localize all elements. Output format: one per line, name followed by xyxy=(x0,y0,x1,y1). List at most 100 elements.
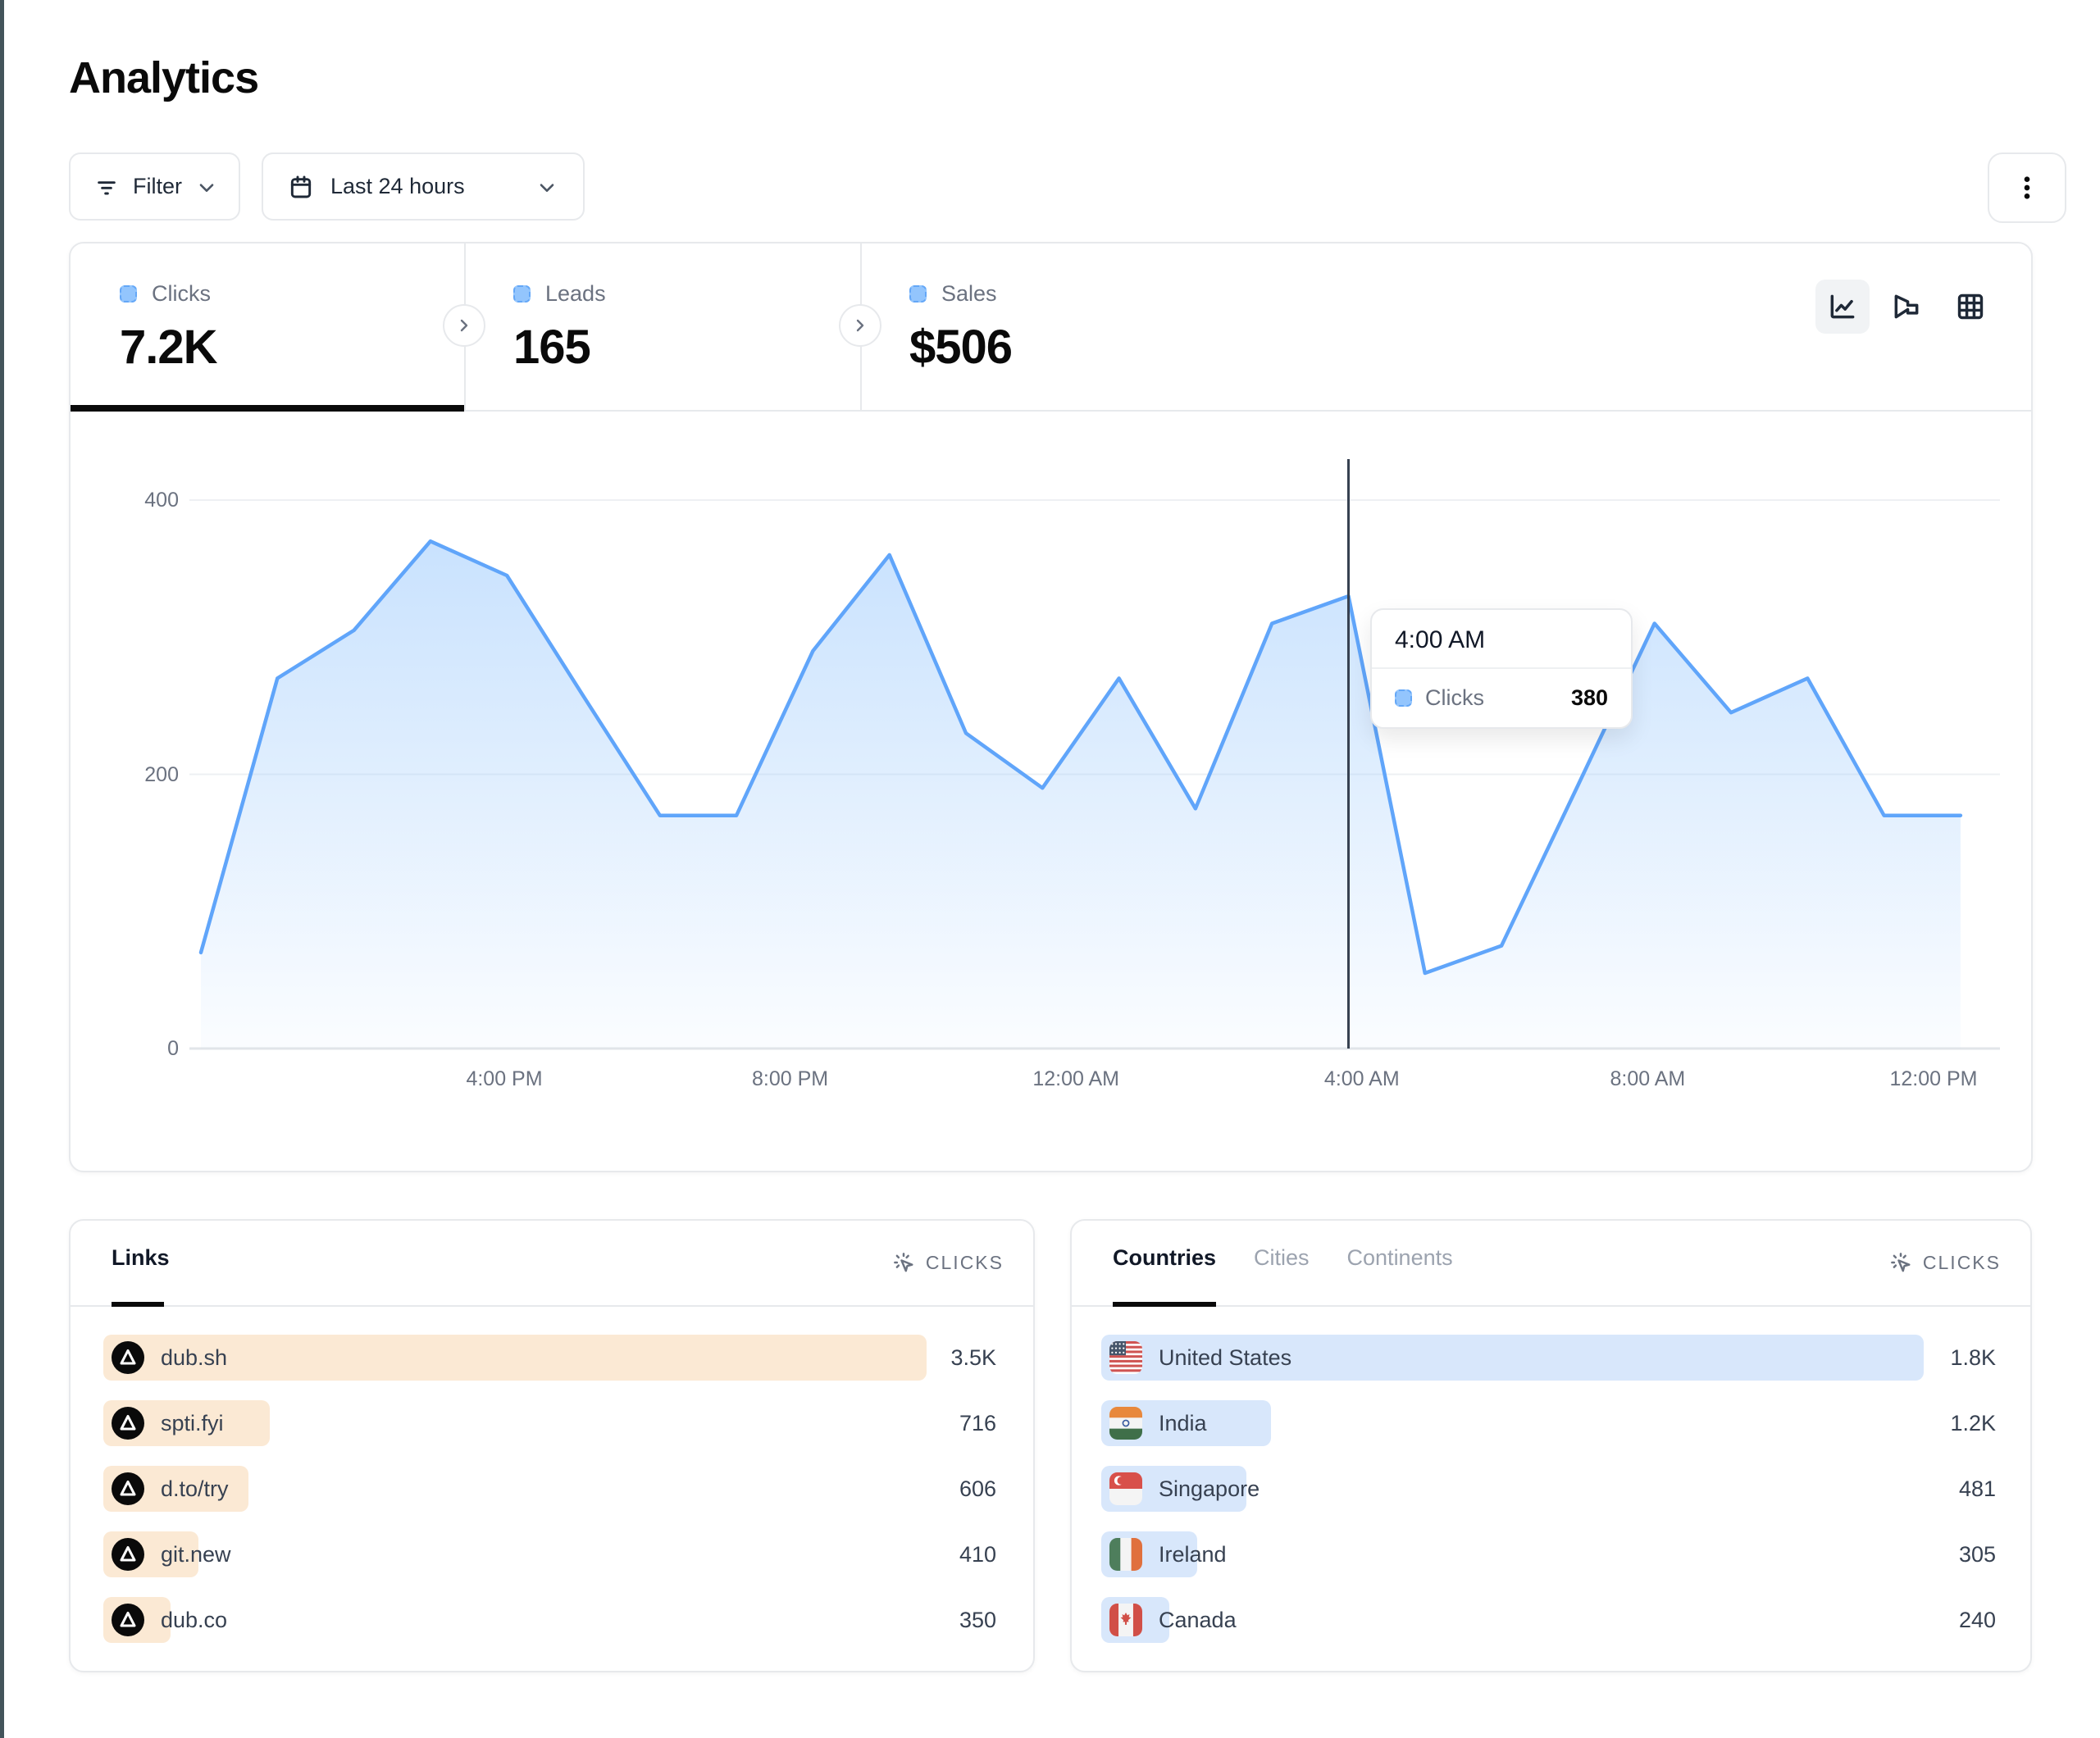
tab-countries[interactable]: Countries xyxy=(1113,1245,1217,1270)
clicks-chart[interactable] xyxy=(134,444,2011,1051)
x-axis-tick: 8:00 AM xyxy=(1610,1067,1686,1090)
date-range-label: Last 24 hours xyxy=(330,174,465,198)
more-options-button[interactable] xyxy=(1988,152,2066,223)
row-label: Ireland xyxy=(1159,1541,1227,1567)
link-row[interactable]: spti.fyi 716 xyxy=(103,1400,996,1446)
sales-value: $506 xyxy=(909,321,1013,374)
x-axis-tick: 4:00 AM xyxy=(1323,1067,1400,1090)
chevron-down-icon xyxy=(535,175,558,198)
dub-logo-icon xyxy=(112,1538,144,1571)
chart-type-switcher xyxy=(1815,280,1998,334)
x-axis-tick: 8:00 PM xyxy=(752,1067,829,1090)
sales-label: Sales xyxy=(941,281,997,306)
row-value: 1.2K xyxy=(1950,1410,1996,1435)
y-axis-tick: 0 xyxy=(167,1037,179,1060)
active-tab-underline xyxy=(71,405,464,412)
flag-ie-icon xyxy=(1109,1538,1142,1571)
row-label: United States xyxy=(1159,1344,1292,1370)
flag-sg-icon xyxy=(1109,1472,1142,1505)
left-edge-strip xyxy=(0,0,4,1738)
link-row[interactable]: git.new 410 xyxy=(103,1531,996,1577)
tooltip-series-label: Clicks xyxy=(1425,685,1484,710)
row-content: dub.co xyxy=(112,1597,227,1643)
funnel-view-button[interactable] xyxy=(1879,280,1934,334)
links-tab-underline xyxy=(112,1302,164,1307)
tab-cities[interactable]: Cities xyxy=(1254,1245,1310,1270)
row-content: United States xyxy=(1109,1335,1291,1381)
clicks-legend-icon xyxy=(120,285,137,303)
tab-sales[interactable]: Sales $506 xyxy=(860,243,1434,412)
x-axis-tick: 4:00 PM xyxy=(466,1067,543,1090)
filter-button-label: Filter xyxy=(133,174,182,198)
flag-us-icon xyxy=(1109,1341,1142,1374)
countries-panel-header: Countries Cities Continents CLICKS xyxy=(1072,1221,2030,1307)
countries-tab-underline xyxy=(1113,1302,1216,1307)
row-label: Canada xyxy=(1159,1607,1237,1632)
expand-leads-button[interactable] xyxy=(839,304,881,347)
countries-metric-label: CLICKS xyxy=(1922,1251,2001,1273)
dub-logo-icon xyxy=(112,1407,144,1440)
countries-metric-header[interactable]: CLICKS xyxy=(1888,1250,2001,1275)
flag-ca-icon xyxy=(1109,1604,1142,1636)
countries-panel: Countries Cities Continents CLICKS Unite… xyxy=(1070,1219,2032,1672)
country-row[interactable]: Singapore 481 xyxy=(1101,1466,1996,1512)
filter-icon xyxy=(93,174,120,200)
links-panel-header: Links CLICKS xyxy=(71,1221,1033,1307)
chevron-down-icon xyxy=(195,175,218,198)
clicks-value: 7.2K xyxy=(120,321,218,374)
row-value: 240 xyxy=(1958,1607,1996,1632)
row-content: Ireland xyxy=(1109,1531,1227,1577)
expand-clicks-button[interactable] xyxy=(443,304,485,347)
row-label: India xyxy=(1159,1410,1207,1435)
leads-value: 165 xyxy=(513,321,591,374)
link-row[interactable]: dub.co 350 xyxy=(103,1597,996,1643)
y-axis-tick: 200 xyxy=(144,762,179,786)
chevron-right-icon xyxy=(460,319,468,332)
country-row[interactable]: Canada 240 xyxy=(1101,1597,1996,1643)
row-value: 3.5K xyxy=(950,1344,996,1370)
row-value: 606 xyxy=(959,1476,996,1501)
country-row[interactable]: India 1.2K xyxy=(1101,1400,1996,1446)
dub-logo-icon xyxy=(112,1341,144,1374)
countries-rows: United States 1.8K India 1.2K Singapore 481 Ir… xyxy=(1101,1335,1996,1663)
row-content: Singapore xyxy=(1109,1466,1260,1512)
table-view-button[interactable] xyxy=(1943,280,1998,334)
page-title: Analytics xyxy=(69,53,259,102)
country-row[interactable]: United States 1.8K xyxy=(1101,1335,1996,1381)
x-axis-tick: 12:00 PM xyxy=(1889,1067,1978,1090)
filter-button[interactable]: Filter xyxy=(69,152,240,221)
funnel-icon xyxy=(1894,294,1919,319)
dub-logo-icon xyxy=(112,1472,144,1505)
line-chart-icon xyxy=(1830,294,1855,319)
row-label: Singapore xyxy=(1159,1476,1260,1501)
row-value: 410 xyxy=(959,1541,996,1567)
row-value: 1.8K xyxy=(1950,1344,1996,1370)
row-content: Canada xyxy=(1109,1597,1237,1643)
calendar-icon xyxy=(288,174,314,200)
row-value: 350 xyxy=(959,1607,996,1632)
link-row[interactable]: d.to/try 606 xyxy=(103,1466,996,1512)
tab-links[interactable]: Links xyxy=(112,1245,170,1270)
leads-legend-icon xyxy=(513,285,531,303)
tooltip-value: 380 xyxy=(1570,685,1608,710)
line-chart-view-button[interactable] xyxy=(1815,280,1870,334)
tab-leads[interactable]: Leads 165 xyxy=(464,243,860,412)
row-value: 716 xyxy=(959,1410,996,1435)
link-row[interactable]: dub.sh 3.5K xyxy=(103,1335,996,1381)
links-header-border xyxy=(71,1305,1033,1307)
tab-clicks[interactable]: Clicks 7.2K xyxy=(71,243,464,412)
tooltip-legend-icon xyxy=(1395,689,1412,707)
flag-in-icon xyxy=(1109,1407,1142,1440)
row-content: dub.sh xyxy=(112,1335,227,1381)
countries-header-border xyxy=(1072,1305,2030,1307)
chart-line xyxy=(198,539,1963,976)
dub-logo-icon xyxy=(112,1604,144,1636)
row-bar xyxy=(103,1335,927,1381)
links-metric-label: CLICKS xyxy=(925,1251,1004,1273)
chart-tooltip: 4:00 AM Clicks 380 xyxy=(1370,608,1633,729)
links-metric-header[interactable]: CLICKS xyxy=(891,1250,1004,1275)
date-range-button[interactable]: Last 24 hours xyxy=(262,152,585,221)
country-row[interactable]: Ireland 305 xyxy=(1101,1531,1996,1577)
tab-continents[interactable]: Continents xyxy=(1346,1245,1453,1270)
